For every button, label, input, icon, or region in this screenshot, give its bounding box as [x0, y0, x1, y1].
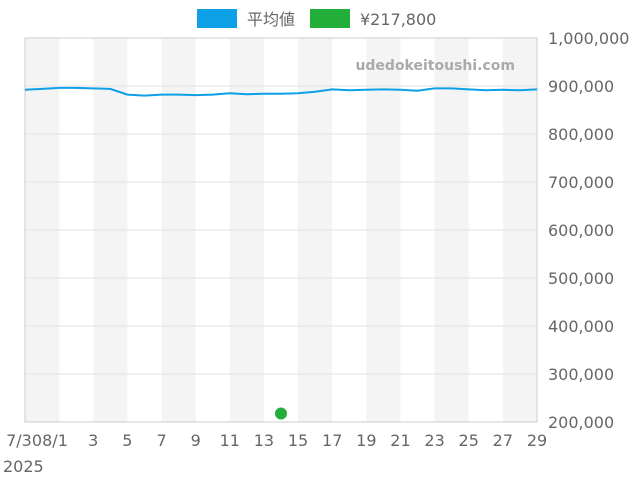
- x-tick-label: 29: [527, 431, 547, 450]
- x-tick-label: 7: [156, 431, 166, 450]
- legend-label: 平均値: [247, 10, 295, 29]
- legend-swatch: [197, 9, 237, 28]
- x-year-label: 2025: [3, 457, 44, 476]
- y-tick-label: 500,000: [548, 269, 614, 288]
- x-tick-label: 8/1: [42, 431, 68, 450]
- y-tick-label: 1,000,000: [548, 29, 629, 48]
- legend-label: ¥217,800: [360, 10, 436, 29]
- x-tick-label: 11: [220, 431, 240, 450]
- plot-frame: [24, 37, 538, 423]
- y-tick-label: 700,000: [548, 173, 614, 192]
- x-tick-label: 5: [122, 431, 132, 450]
- x-tick-label: 25: [459, 431, 479, 450]
- x-tick-label: 13: [254, 431, 274, 450]
- x-tick-label: 23: [424, 431, 444, 450]
- series-line-average: [24, 86, 538, 97]
- x-tick-label: 19: [356, 431, 376, 450]
- data-point-price: [275, 407, 287, 420]
- x-tick-label: 15: [288, 431, 308, 450]
- x-tick-label: 21: [390, 431, 410, 450]
- y-tick-label: 900,000: [548, 77, 614, 96]
- y-tick-label: 600,000: [548, 221, 614, 240]
- legend-swatch: [310, 9, 350, 28]
- x-tick-label: 27: [493, 431, 513, 450]
- x-tick-label: 9: [191, 431, 201, 450]
- x-tick-label: 7/30: [6, 431, 42, 450]
- y-tick-label: 400,000: [548, 317, 614, 336]
- y-tick-label: 300,000: [548, 365, 614, 384]
- y-tick-label: 200,000: [548, 413, 614, 432]
- x-tick-label: 3: [88, 431, 98, 450]
- x-tick-label: 17: [322, 431, 342, 450]
- y-tick-label: 800,000: [548, 125, 614, 144]
- watermark: udedokeitoushi.com: [355, 58, 515, 74]
